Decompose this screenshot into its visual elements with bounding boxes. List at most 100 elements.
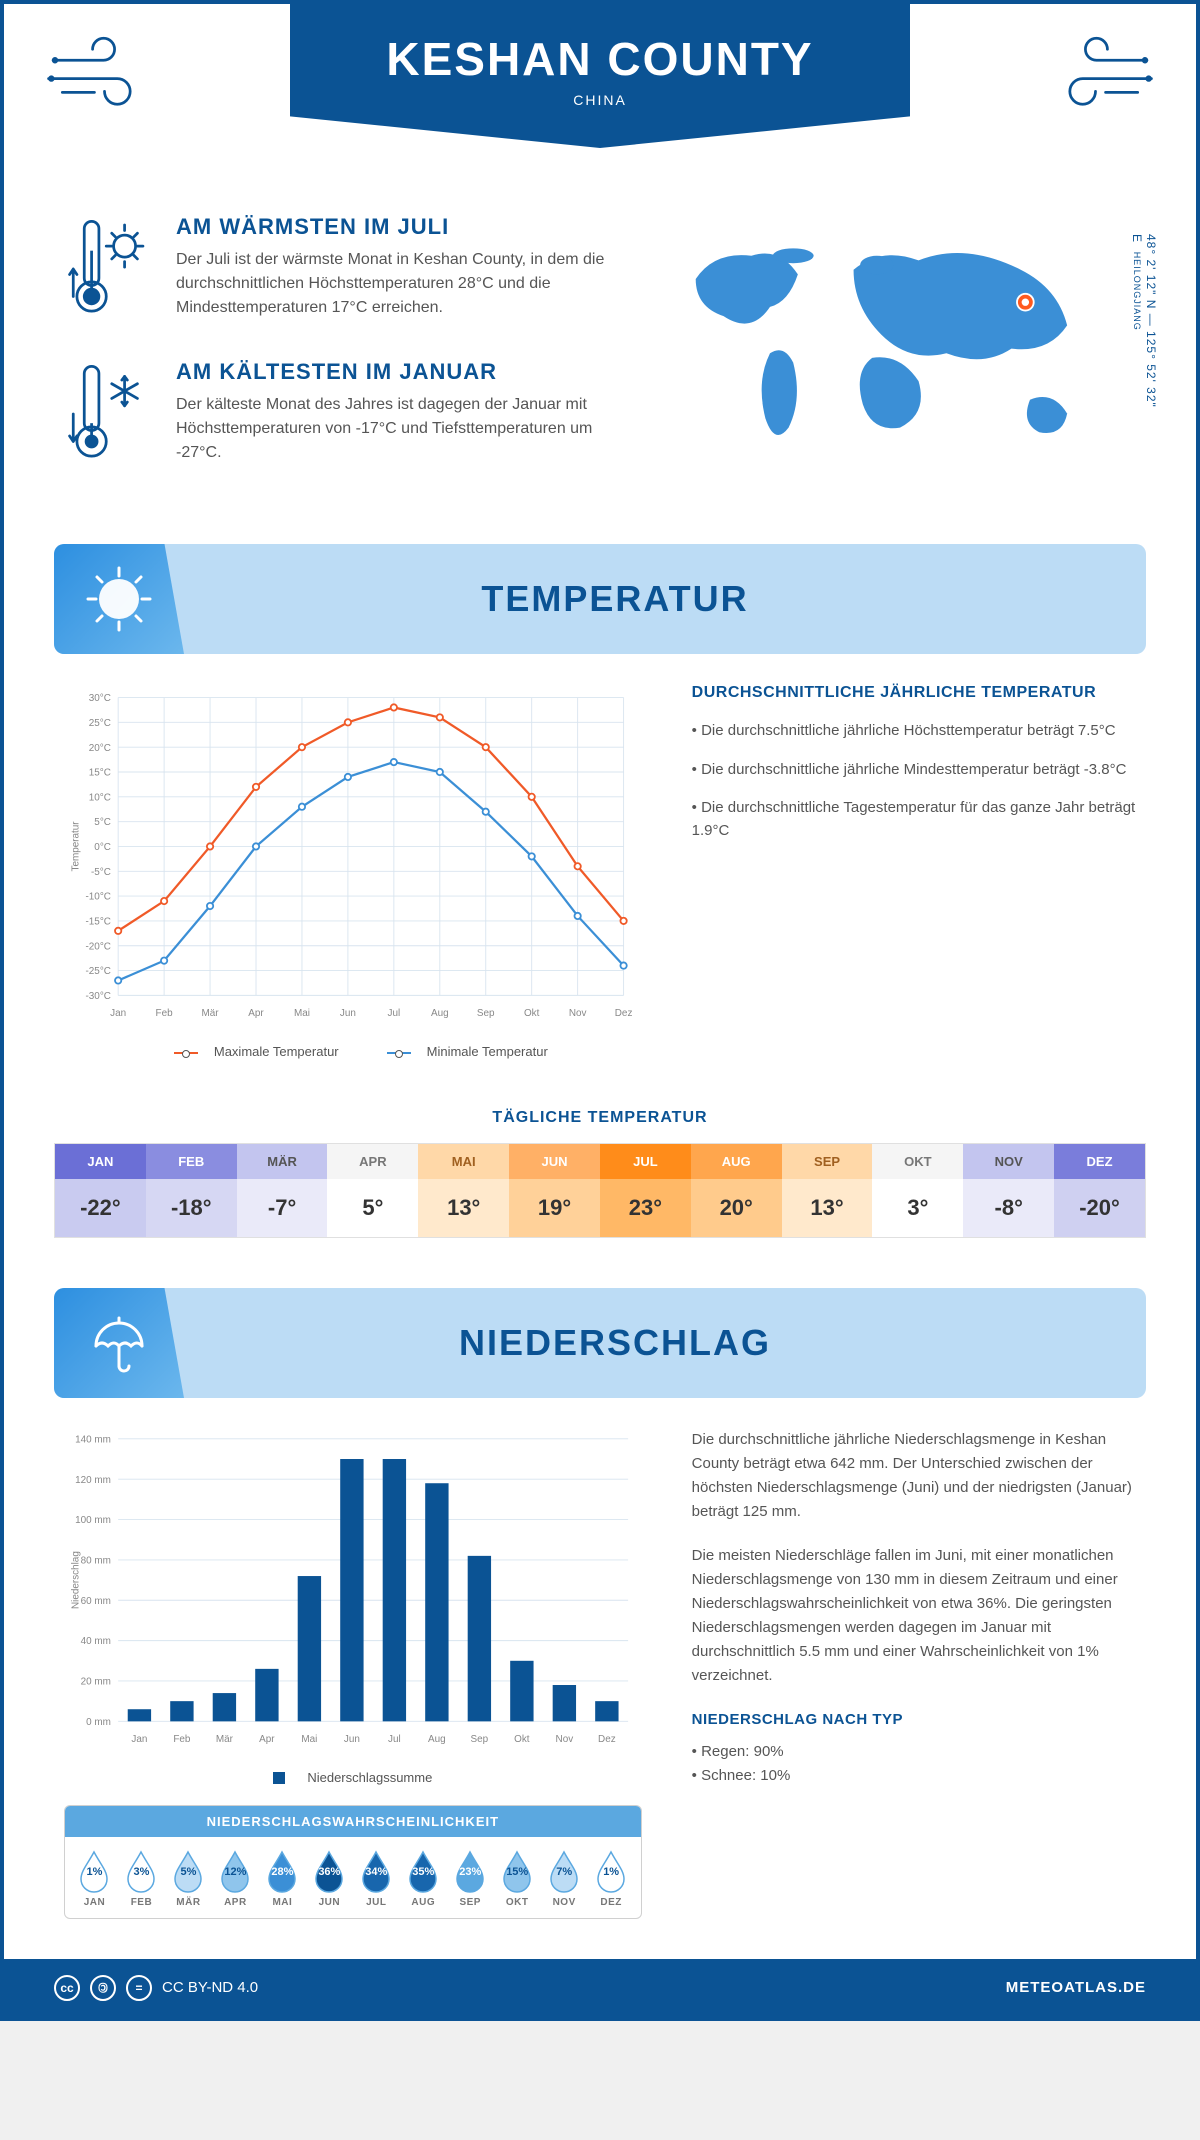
page-subtitle: CHINA bbox=[330, 92, 870, 108]
probability-cell: 3% FEB bbox=[118, 1849, 165, 1908]
daily-temp-cell: SEP 13° bbox=[782, 1144, 873, 1237]
svg-text:-10°C: -10°C bbox=[86, 892, 111, 903]
by-type-item: • Schnee: 10% bbox=[692, 1764, 1136, 1788]
svg-text:Jul: Jul bbox=[388, 1008, 401, 1019]
svg-text:Sep: Sep bbox=[471, 1734, 489, 1745]
svg-text:Jul: Jul bbox=[388, 1734, 401, 1745]
svg-text:Mai: Mai bbox=[301, 1734, 317, 1745]
svg-text:100 mm: 100 mm bbox=[75, 1515, 111, 1526]
thermometer-snow-icon bbox=[64, 359, 154, 474]
footer: cc 🄯 = CC BY-ND 4.0 METEOATLAS.DE bbox=[4, 1959, 1196, 2017]
title-banner: KESHAN COUNTY CHINA bbox=[290, 4, 910, 148]
svg-text:Jan: Jan bbox=[110, 1008, 126, 1019]
daily-temp-cell: AUG 20° bbox=[691, 1144, 782, 1237]
raindrop-icon: 34% bbox=[359, 1849, 393, 1893]
daily-temp-cell: FEB -18° bbox=[146, 1144, 237, 1237]
svg-text:Nov: Nov bbox=[556, 1734, 574, 1745]
chart-legend: Niederschlagssumme bbox=[64, 1770, 642, 1785]
bullet-text: • Die durchschnittliche jährliche Höchst… bbox=[692, 720, 1136, 743]
svg-text:Jun: Jun bbox=[340, 1008, 356, 1019]
precipitation-section-header: NIEDERSCHLAG bbox=[54, 1288, 1146, 1398]
section-title: TEMPERATUR bbox=[184, 578, 1146, 620]
svg-text:Aug: Aug bbox=[428, 1734, 446, 1745]
svg-text:Okt: Okt bbox=[524, 1008, 540, 1019]
svg-text:Apr: Apr bbox=[248, 1008, 264, 1019]
svg-text:140 mm: 140 mm bbox=[75, 1434, 111, 1445]
summary-text: Die meisten Niederschläge fallen im Juni… bbox=[692, 1544, 1136, 1688]
svg-text:Mai: Mai bbox=[294, 1008, 310, 1019]
svg-text:Mär: Mär bbox=[216, 1734, 234, 1745]
svg-text:Okt: Okt bbox=[514, 1734, 530, 1745]
precipitation-bar-chart: 0 mm20 mm40 mm60 mm80 mm100 mm120 mm140 … bbox=[64, 1428, 642, 1753]
svg-text:Feb: Feb bbox=[173, 1734, 191, 1745]
svg-text:0°C: 0°C bbox=[94, 842, 111, 853]
probability-cell: 28% MAI bbox=[259, 1849, 306, 1908]
probability-cell: 12% APR bbox=[212, 1849, 259, 1908]
bullet-text: • Die durchschnittliche Tagestemperatur … bbox=[692, 797, 1136, 842]
svg-text:-25°C: -25°C bbox=[86, 966, 111, 977]
probability-cell: 35% AUG bbox=[400, 1849, 447, 1908]
world-map bbox=[645, 214, 1136, 474]
svg-text:20 mm: 20 mm bbox=[81, 1677, 111, 1688]
sun-icon bbox=[54, 544, 184, 654]
svg-text:20°C: 20°C bbox=[89, 743, 111, 754]
svg-text:120 mm: 120 mm bbox=[75, 1475, 111, 1486]
svg-text:Dez: Dez bbox=[598, 1734, 616, 1745]
probability-cell: 1% DEZ bbox=[588, 1849, 635, 1908]
svg-text:40 mm: 40 mm bbox=[81, 1636, 111, 1647]
summary-text: Die durchschnittliche jährliche Niedersc… bbox=[692, 1428, 1136, 1524]
precipitation-probability-panel: NIEDERSCHLAGSWAHRSCHEINLICHKEIT 1% JAN 3… bbox=[64, 1805, 642, 1919]
fact-text: Der kälteste Monat des Jahres ist dagege… bbox=[176, 393, 605, 465]
by-icon: 🄯 bbox=[90, 1975, 116, 2001]
daily-temp-cell: DEZ -20° bbox=[1054, 1144, 1145, 1237]
probability-cell: 7% NOV bbox=[541, 1849, 588, 1908]
warmest-fact: AM WÄRMSTEN IM JULI Der Juli ist der wär… bbox=[64, 214, 605, 329]
svg-text:-15°C: -15°C bbox=[86, 917, 111, 928]
daily-temperature-table: JAN -22°FEB -18°MÄR -7°APR 5°MAI 13°JUN … bbox=[54, 1143, 1146, 1238]
svg-text:15°C: 15°C bbox=[89, 768, 111, 779]
svg-text:-20°C: -20°C bbox=[86, 941, 111, 952]
raindrop-icon: 36% bbox=[312, 1849, 346, 1893]
daily-temp-cell: OKT 3° bbox=[872, 1144, 963, 1237]
thermometer-sun-icon bbox=[64, 214, 154, 329]
nd-icon: = bbox=[126, 1975, 152, 2001]
daily-temp-cell: JAN -22° bbox=[55, 1144, 146, 1237]
bullet-text: • Die durchschnittliche jährliche Mindes… bbox=[692, 759, 1136, 782]
panel-title: NIEDERSCHLAGSWAHRSCHEINLICHKEIT bbox=[65, 1806, 641, 1837]
section-title: NIEDERSCHLAG bbox=[184, 1322, 1146, 1364]
svg-text:Niederschlag: Niederschlag bbox=[70, 1551, 81, 1609]
infographic-page: KESHAN COUNTY CHINA bbox=[0, 0, 1200, 2021]
svg-text:Dez: Dez bbox=[615, 1008, 633, 1019]
license-text: CC BY-ND 4.0 bbox=[162, 1979, 258, 1996]
site-name: METEOATLAS.DE bbox=[1006, 1979, 1146, 1996]
daily-temp-cell: MÄR -7° bbox=[237, 1144, 328, 1237]
coldest-fact: AM KÄLTESTEN IM JANUAR Der kälteste Mona… bbox=[64, 359, 605, 474]
coordinates: 48° 2' 12" N — 125° 52' 32" E HEILONGJIA… bbox=[1130, 234, 1158, 504]
probability-cell: 5% MÄR bbox=[165, 1849, 212, 1908]
raindrop-icon: 23% bbox=[453, 1849, 487, 1893]
raindrop-icon: 1% bbox=[594, 1849, 628, 1893]
raindrop-icon: 7% bbox=[547, 1849, 581, 1893]
svg-text:Sep: Sep bbox=[477, 1008, 495, 1019]
daily-temp-cell: MAI 13° bbox=[418, 1144, 509, 1237]
cc-icon: cc bbox=[54, 1975, 80, 2001]
precipitation-summary: Die durchschnittliche jährliche Niedersc… bbox=[692, 1428, 1136, 1919]
umbrella-icon bbox=[54, 1288, 184, 1398]
by-type-title: NIEDERSCHLAG NACH TYP bbox=[692, 1708, 1136, 1732]
raindrop-icon: 3% bbox=[124, 1849, 158, 1893]
daily-temp-cell: JUL 23° bbox=[600, 1144, 691, 1237]
raindrop-icon: 15% bbox=[500, 1849, 534, 1893]
fact-text: Der Juli ist der wärmste Monat in Keshan… bbox=[176, 248, 605, 320]
svg-text:-5°C: -5°C bbox=[91, 867, 111, 878]
by-type-item: • Regen: 90% bbox=[692, 1740, 1136, 1764]
svg-text:10°C: 10°C bbox=[89, 792, 111, 803]
wind-icon bbox=[44, 34, 154, 119]
temperature-summary: DURCHSCHNITTLICHE JÄHRLICHE TEMPERATUR •… bbox=[692, 684, 1136, 1059]
probability-cell: 1% JAN bbox=[71, 1849, 118, 1908]
svg-text:Nov: Nov bbox=[569, 1008, 587, 1019]
svg-text:Aug: Aug bbox=[431, 1008, 449, 1019]
daily-temp-cell: APR 5° bbox=[327, 1144, 418, 1237]
svg-text:30°C: 30°C bbox=[89, 693, 111, 704]
raindrop-icon: 35% bbox=[406, 1849, 440, 1893]
chart-legend: Maximale TemperaturMinimale Temperatur bbox=[64, 1044, 642, 1059]
